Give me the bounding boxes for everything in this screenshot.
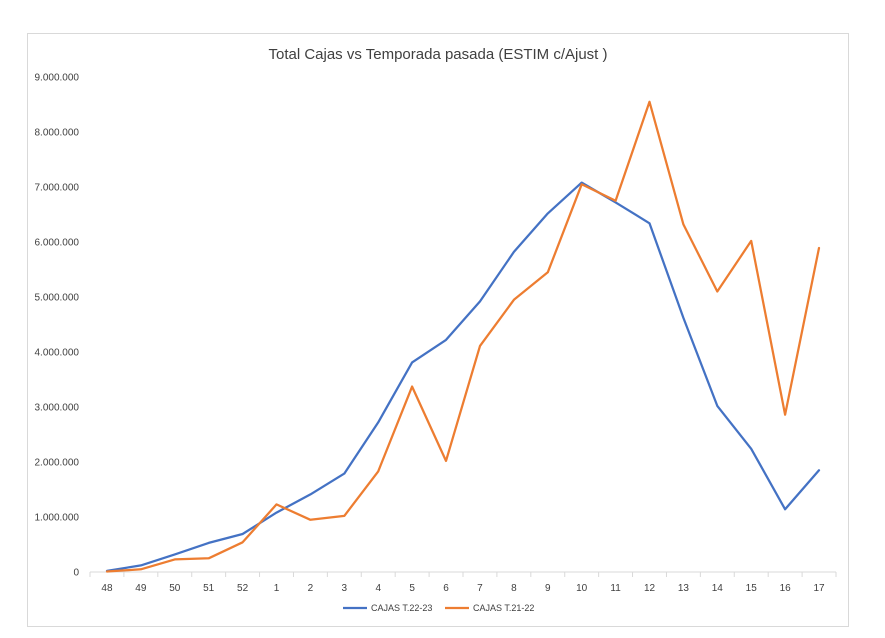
series-lines [105, 100, 821, 573]
series-line-2 [105, 100, 821, 573]
x-tick-label: 16 [780, 583, 792, 594]
chart-title: Total Cajas vs Temporada pasada (ESTIM c… [268, 46, 607, 63]
x-tick-label: 8 [511, 583, 517, 594]
y-tick-label: 2.000.000 [35, 458, 80, 469]
y-tick-label: 8.000.000 [35, 128, 80, 139]
x-tick-label: 51 [203, 583, 215, 594]
x-tick-label: 3 [342, 583, 348, 594]
x-tick-label: 12 [644, 583, 656, 594]
x-tick-label: 1 [274, 583, 280, 594]
legend-label: CAJAS T.22-23 [371, 603, 432, 613]
x-axis-tick-labels: 48 49 50 51 52 1 2 3 4 5 6 7 8 9 10 11 12 13 14 15 16 17 [101, 583, 825, 594]
x-tick-label: 17 [813, 583, 825, 594]
y-tick-label: 6.000.000 [35, 238, 80, 249]
x-tick-label: 52 [237, 583, 249, 594]
x-tick-label: 2 [308, 583, 314, 594]
x-tick-label: 14 [712, 583, 724, 594]
legend: CAJAS T.22-23 CAJAS T.21-22 [343, 603, 534, 613]
x-tick-label: 11 [610, 583, 621, 594]
x-tick-label: 49 [135, 583, 147, 594]
x-tick-label: 15 [746, 583, 758, 594]
y-axis-tick-labels: 0 1.000.000 2.000.000 3.000.000 4.000.000 5.0… [35, 73, 80, 579]
x-tick-label: 4 [375, 583, 381, 594]
y-tick-label: 0 [73, 568, 79, 579]
x-tick-label: 10 [576, 583, 588, 594]
y-tick-label: 3.000.000 [35, 403, 80, 414]
y-tick-label: 4.000.000 [35, 348, 80, 359]
x-tick-label: 7 [477, 583, 483, 594]
series-line-1 [105, 181, 821, 573]
y-tick-label: 1.000.000 [35, 513, 80, 524]
y-tick-label: 5.000.000 [35, 293, 80, 304]
y-tick-label: 9.000.000 [35, 73, 80, 84]
y-tick-label: 7.000.000 [35, 183, 80, 194]
x-tick-label: 9 [545, 583, 551, 594]
x-tick-label: 5 [409, 583, 415, 594]
chart-area [27, 33, 849, 627]
x-tick-label: 6 [443, 583, 449, 594]
x-tick-label: 13 [678, 583, 690, 594]
legend-label: CAJAS T.21-22 [473, 603, 534, 613]
x-axis-tick-marks [89, 572, 837, 577]
x-tick-label: 48 [101, 583, 113, 594]
x-tick-label: 50 [169, 583, 181, 594]
